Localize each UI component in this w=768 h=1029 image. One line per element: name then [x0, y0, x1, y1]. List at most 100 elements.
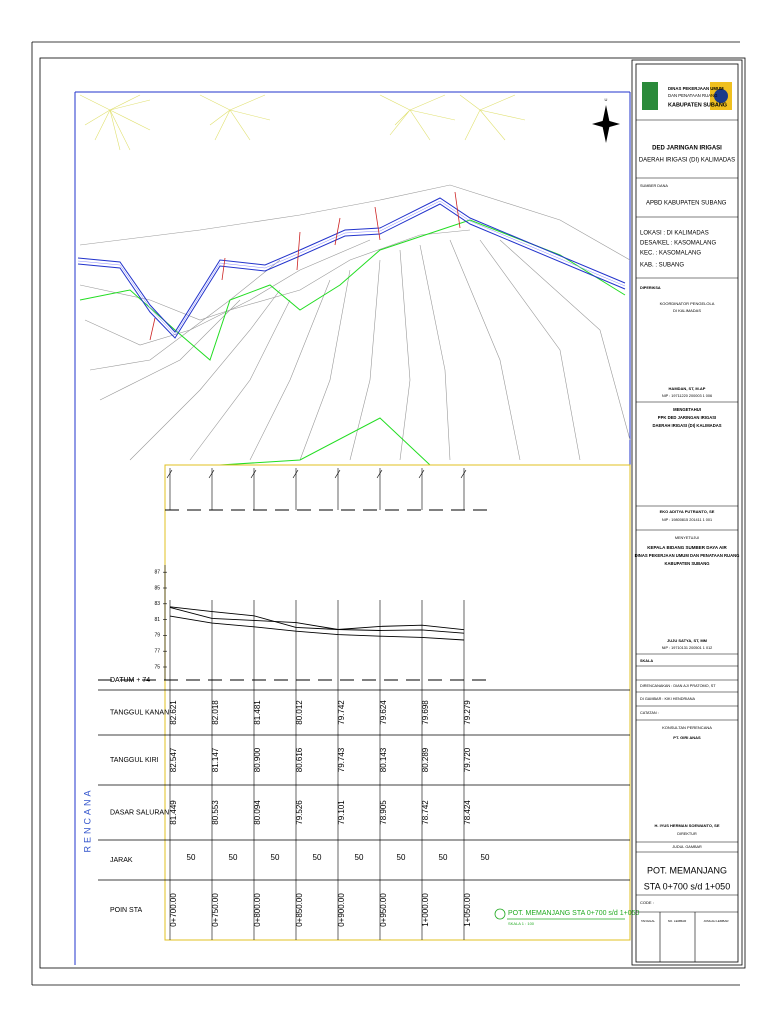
title-block-text: DAERAH IRIGASI (DI) KALIMADAS [639, 158, 735, 164]
title-block-text: KAB. : SUBANG [640, 263, 684, 269]
title-block-text: DINAS PEKERJAAN UMUM DAN PENATAAN RUANG [635, 553, 740, 558]
title-block-border [631, 59, 743, 966]
north-arrow: U [592, 97, 620, 143]
row-label: JARAK [110, 857, 133, 864]
title-block-text: PPK DED JARINGAN IRIGASI [658, 415, 716, 420]
title-block-text: APBD KABUPATEN SUBANG [646, 201, 727, 207]
row-value: 80.616 [295, 747, 304, 772]
jarak-value: 50 [229, 853, 238, 862]
title-block-text: PT. GIRI ANAS [673, 735, 701, 740]
jarak-value: 50 [439, 853, 448, 862]
title-block-text: DIRENCANAKAN : DIAN AJI PRATOMO, ST [640, 684, 716, 688]
y-tick-label: 79 [154, 633, 160, 639]
row-value: 79.698 [421, 700, 430, 725]
row-value: 79.101 [337, 800, 346, 825]
title-block-rules [636, 119, 738, 962]
y-tick-label: 77 [154, 649, 160, 655]
profile-line [169, 606, 465, 631]
title-block-text: KONSULTAN PERENCANA [662, 725, 712, 730]
row-value: 78.424 [463, 800, 472, 825]
row-value: 80.553 [211, 800, 220, 825]
title-block-text: KOORDINATOR PENGELOLA [660, 301, 715, 306]
title-block-text: DIREKTUR [677, 832, 697, 836]
row-value: 82.547 [169, 747, 178, 772]
title-block-text: HAMDAN, ST, M.AP [669, 386, 706, 391]
y-tick-label: 81 [154, 617, 160, 623]
station-value: 1+050.00 [463, 893, 472, 927]
title-block-text: CODE : [640, 900, 654, 905]
profile-line [169, 615, 465, 641]
plan-label: RENCANA [82, 787, 92, 852]
plan-view: U RENCANA [74, 91, 631, 965]
title-block-text: POT. MEMANJANG [647, 865, 727, 875]
station-value: 0+700.00 [169, 893, 178, 927]
station-value: 0+750.00 [211, 893, 220, 927]
north-label: U [605, 97, 608, 102]
caption-marker [494, 908, 506, 920]
title-block-text: NIP : 19800815 201411 1 001 [662, 518, 712, 522]
channel [77, 197, 626, 339]
title-block-text: DESA/KEL : KASOMALANG [640, 241, 716, 247]
row-value: 80.143 [379, 747, 388, 772]
station-value: 0+900.00 [337, 893, 346, 927]
row-value: 82.018 [211, 700, 220, 725]
row-value: 79.624 [379, 700, 388, 725]
title-block-text: MENYETUJUI [675, 536, 699, 540]
row-value: 79.720 [463, 747, 472, 772]
row-label: POIN STA [110, 907, 142, 914]
profile-border [164, 464, 631, 941]
caption: POT. MEMANJANG STA 0+700 s/d 1+050 [508, 910, 639, 917]
inner-frame [39, 57, 746, 969]
row-value: 79.526 [295, 800, 304, 825]
title-block-text: MENGETAHUI [673, 407, 701, 412]
station-mark [166, 469, 173, 479]
title-block-text: KEC. : KASOMALANG [640, 251, 701, 257]
row-value: 80.012 [295, 700, 304, 725]
station-value: 0+950.00 [379, 893, 388, 927]
row-value: 79.279 [463, 700, 472, 725]
jarak-value: 50 [271, 853, 280, 862]
title-block-text: EKO ADITYA PUTRANTO, SE [660, 509, 715, 514]
title-block [631, 59, 743, 966]
title-block-text: NIP : 19711220 200003 1 006 [662, 394, 712, 398]
title-block-text: DI GAMBAR : KIKI HENDRIANA [640, 697, 696, 701]
profile-line [169, 606, 465, 634]
row-value: 80.094 [253, 800, 262, 825]
existing-ground-line [219, 417, 431, 466]
datum-label: DATUM + 74 [110, 677, 150, 684]
title-block-text: DI KALIMADAS [673, 308, 701, 313]
y-tick-label: 75 [154, 664, 160, 670]
jarak-value: 50 [313, 853, 322, 862]
contours [79, 184, 631, 461]
title-block-text: SKALA [640, 659, 653, 663]
row-value: 79.742 [337, 700, 346, 725]
title-block-text: KABUPATEN SUBANG [665, 561, 710, 566]
title-block-text: SUMBER DANA [640, 184, 668, 188]
station-value: 0+850.00 [295, 893, 304, 927]
title-block-text: KEPALA BIDANG SUMBER DAYA AIR [647, 545, 727, 550]
title-block-text: DAERAH IRIGASI (DI) KALIMADAS [652, 423, 721, 428]
row-value: 81.481 [253, 700, 262, 725]
title-block-text: TANGGAL [641, 919, 655, 923]
row-value: 80.900 [253, 747, 262, 772]
y-tick-label: 85 [154, 585, 160, 591]
station-mark [334, 469, 341, 479]
jarak-value: 50 [187, 853, 196, 862]
row-label: DASAR SALURAN [110, 809, 169, 816]
profile-frame [98, 464, 631, 941]
logo-ministry-mark [714, 89, 728, 103]
logo-regency [642, 82, 658, 110]
row-value: 81.449 [169, 800, 178, 825]
title-block-text: JUDUL GAMBAR [672, 845, 702, 849]
jarak-value: 50 [481, 853, 490, 862]
row-value: 82.621 [169, 700, 178, 725]
station-value: 0+800.00 [253, 893, 262, 927]
title-block-text: STA 0+700 s/d 1+050 [644, 881, 730, 891]
title-block-text: NO. LEMBAR [668, 919, 687, 923]
title-block-text: NIP : 19710131 200501 1 012 [662, 646, 713, 650]
station-mark [376, 469, 383, 479]
title-block-text: DED JARINGAN IRIGASI [652, 146, 722, 152]
